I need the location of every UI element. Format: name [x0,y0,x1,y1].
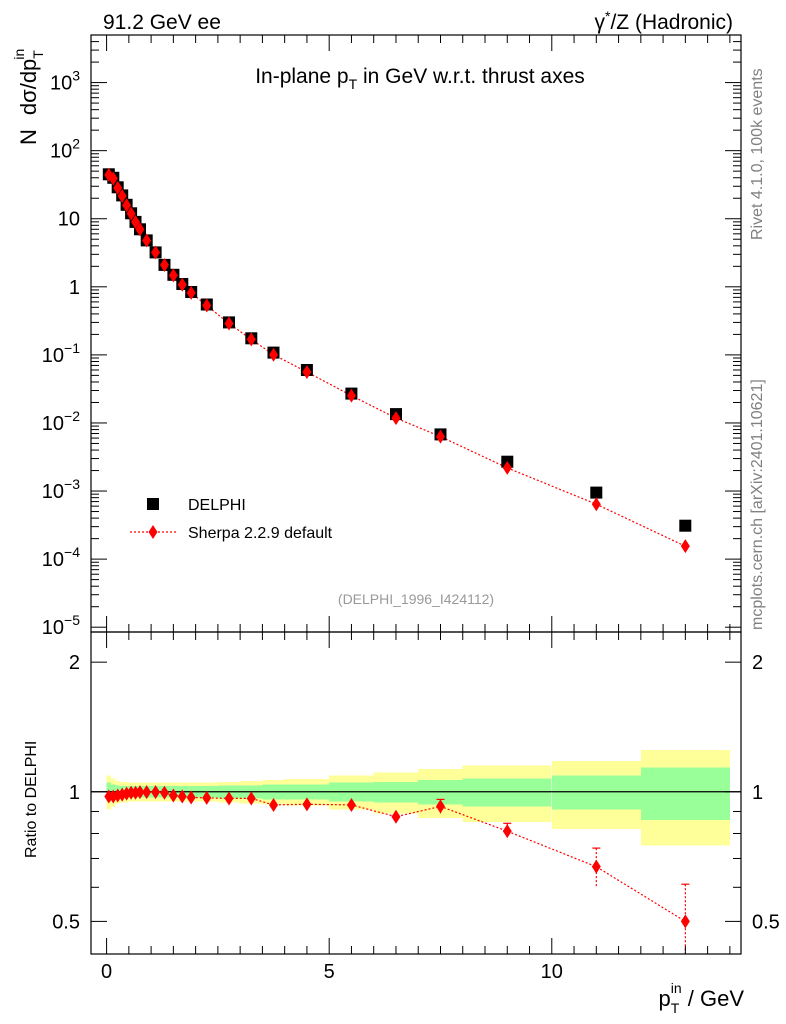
ratio-point [346,797,356,812]
legend-data-marker [147,498,159,510]
main-y-tick-label: 10 [58,209,80,231]
mc-point [135,222,145,237]
ratio-point [502,824,512,839]
main-y-tick-label: 10−1 [42,340,80,367]
ratio-point [435,799,445,814]
mc-point [126,206,136,221]
ratio-point [186,790,196,805]
mc-point [591,497,601,512]
mc-point [142,233,152,248]
svg-text:Ndσ/dpTin: Ndσ/dpTin [11,49,46,145]
main-plot: 10−5 10−4 10−3 10−2 10−1 1 10 102 103 [42,34,742,639]
mc-point [224,316,234,331]
rivet-version-label: Rivet 4.1.0, 100k events [749,68,766,240]
header-process-label: γ*/Z (Hadronic) [595,8,733,34]
main-y-tick-label: 10−3 [42,476,80,503]
ratio-point [269,797,279,812]
mc-point [346,388,356,403]
main-y-axis-label: Ndσ/dpTin [11,49,46,145]
x-tick-label: 10 [541,961,563,983]
mc-point [168,268,178,283]
mc-point [302,364,312,379]
data-point [590,486,603,499]
ratio-y-tick-label: 0.5 [52,911,80,933]
data-points-layer [102,167,692,554]
ratio-point [391,809,401,824]
main-plot-frame [90,34,742,633]
analysis-watermark: (DELPHI_1996_I424112) [338,591,494,607]
legend: DELPHI Sherpa 2.2.9 default [130,497,333,542]
ratio-y-tick-label: 2 [69,652,80,674]
data-point [679,519,692,532]
mc-point [113,180,123,195]
ratio-point [151,785,161,800]
main-y-tick-label: 10−2 [42,408,80,435]
mc-point [151,245,161,260]
mc-point [159,258,169,273]
main-y-tick-label: 103 [50,68,80,95]
mc-point [502,460,512,475]
legend-mc-label: Sherpa 2.2.9 default [188,525,333,542]
mc-point [680,539,690,554]
ratio-y-tick-label-right: 0.5 [752,911,780,933]
main-y-tick-label: 1 [69,277,80,299]
ratio-y-tick-label-right: 1 [752,782,763,804]
mc-point [186,285,196,300]
mc-point [122,198,132,213]
ratio-point [224,791,234,806]
ratio-point [177,789,187,804]
ratio-point [246,791,256,806]
legend-mc-marker [148,525,158,539]
mc-point [131,215,141,230]
main-y-tick-label: 10−5 [42,612,80,639]
mc-point [117,188,127,203]
mc-point [391,411,401,426]
x-tick-label: 5 [324,961,335,983]
ratio-band-green [551,775,641,810]
ratio-point [302,797,312,812]
ratio-points-layer [104,785,690,954]
ratio-y-axis-label: Ratio to DELPHI [23,741,40,858]
x-axis-label: pTin / GeV [658,980,744,1016]
ratio-plot: 0.5 0.5 1 1 2 2 0 5 10 [52,631,780,983]
ratio-point [202,790,212,805]
mc-point [177,277,187,292]
mc-point [246,332,256,347]
main-plot-title: In-plane pT in GeV w.r.t. thrust axes [255,65,585,92]
ratio-point [168,788,178,803]
ratio-y-tick-label-right: 2 [752,652,763,674]
main-y-axis-ticks: 10−5 10−4 10−3 10−2 10−1 1 10 102 103 [42,34,741,639]
ratio-point [135,785,145,800]
x-axis-ticks: 0 5 10 [101,632,731,983]
main-y-tick-label: 10−4 [42,544,80,571]
mc-point [108,171,118,186]
ratio-y-axis-ticks: 0.5 0.5 1 1 2 2 [52,652,780,933]
main-y-tick-label: 102 [50,136,80,163]
ratio-band-green [640,767,730,820]
ratio-y-tick-label: 1 [69,782,80,804]
mc-point [435,429,445,444]
ratio-point [159,785,169,800]
legend-data-label: DELPHI [188,497,246,514]
mc-point [269,347,279,362]
ratio-point [142,785,152,800]
header-energy-label: 91.2 GeV ee [103,11,221,34]
ratio-plot-frame [90,631,742,955]
mc-point [202,298,212,313]
x-tick-label: 0 [101,961,112,983]
ratio-uncertainty-bands [106,750,730,846]
ratio-point [680,914,690,929]
mcplots-label: mcplots.cern.ch [arXiv:2401.10621] [749,379,766,630]
ratio-point [591,859,601,874]
